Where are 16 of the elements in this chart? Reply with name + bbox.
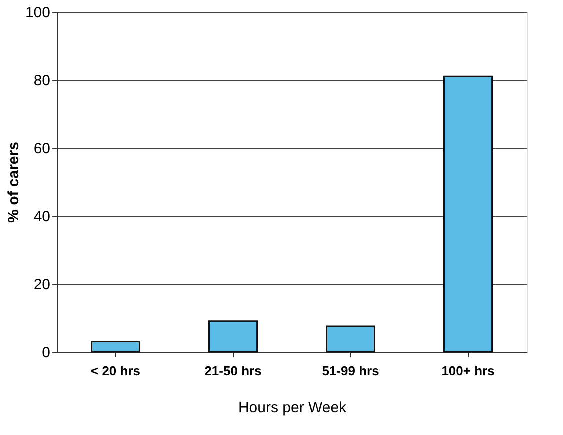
y-tick-label: 100	[25, 4, 50, 22]
x-tick-label: 21-50 hrs	[204, 364, 262, 378]
y-tick-label: 80	[34, 72, 50, 90]
y-tick-label: 20	[34, 276, 50, 294]
x-tick-label: 51-99 hrs	[322, 364, 380, 378]
x-tick-label: < 20 hrs	[90, 364, 141, 378]
y-tick-label: 0	[42, 344, 50, 362]
x-tick-label: 100+ hrs	[442, 364, 495, 378]
y-axis-title: % of carers	[5, 142, 22, 223]
y-tick-label: 40	[34, 208, 50, 226]
x-axis-title: Hours per Week	[238, 400, 348, 416]
bar	[91, 341, 140, 353]
y-tick-label: 60	[34, 140, 50, 158]
bar	[326, 326, 376, 353]
bar	[208, 320, 258, 353]
bar	[444, 76, 493, 353]
